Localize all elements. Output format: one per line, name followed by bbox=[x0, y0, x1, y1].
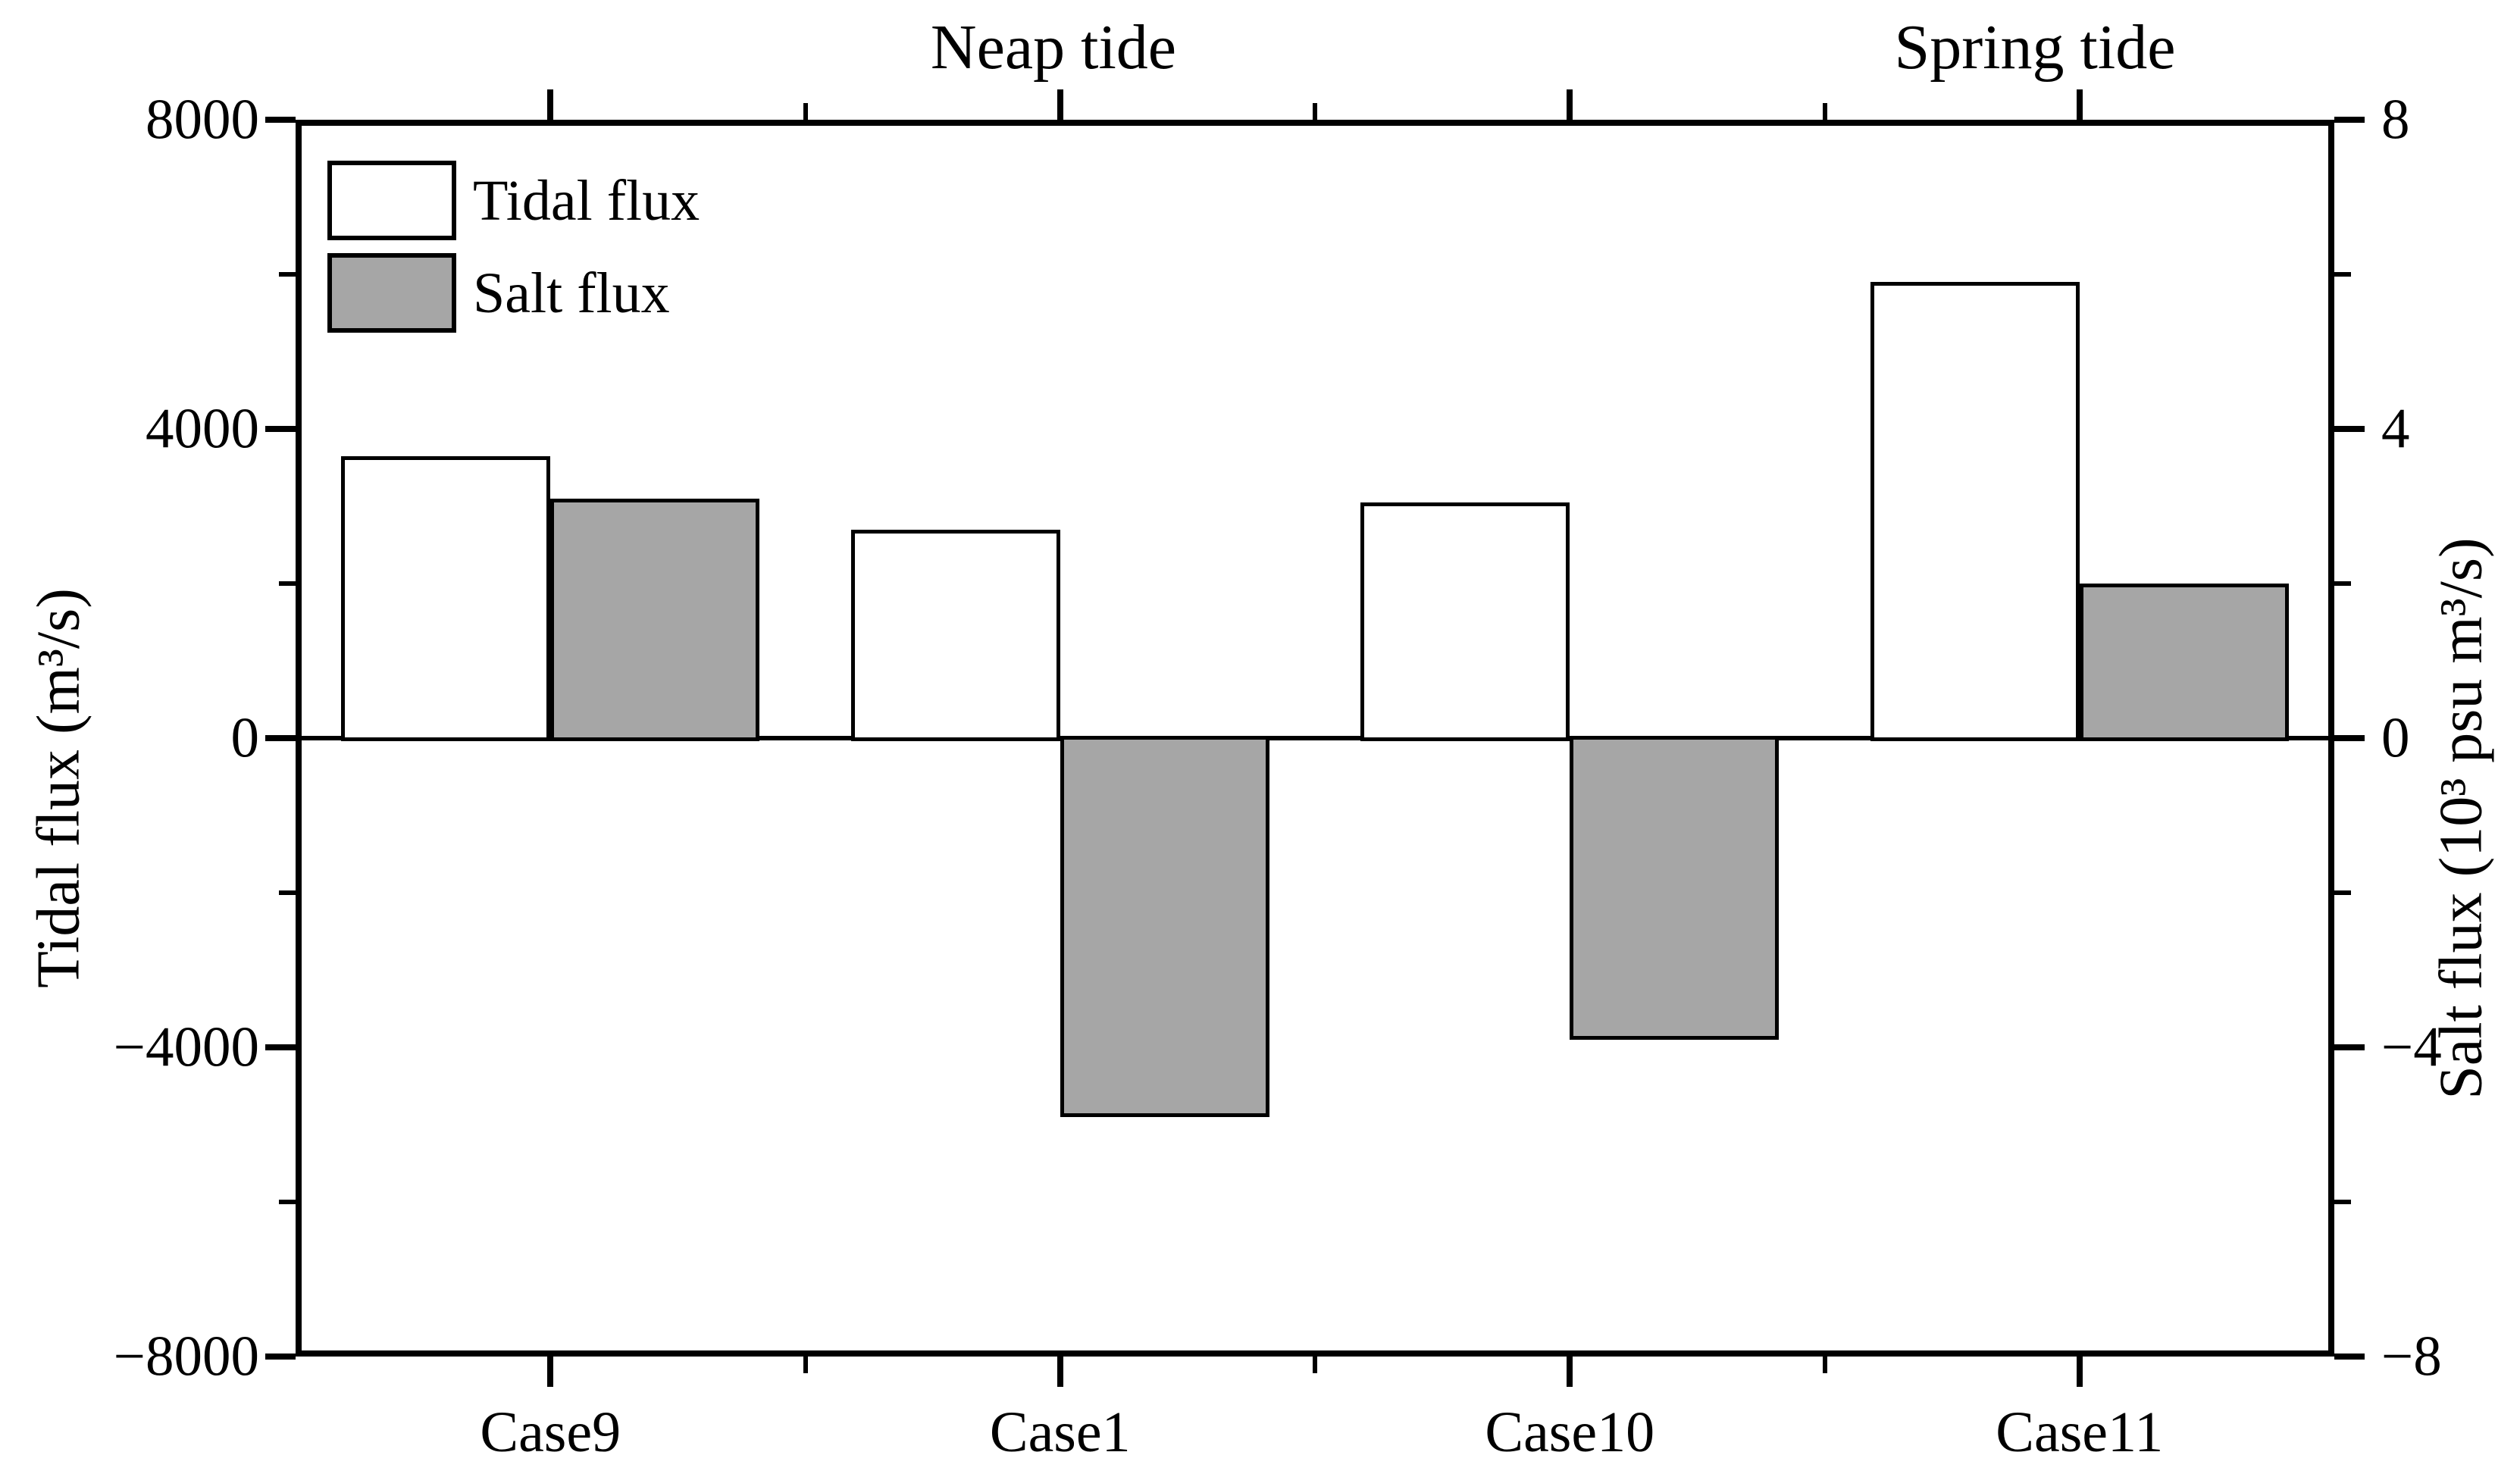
bar-salt-flux-case9 bbox=[550, 498, 760, 741]
bar-tidal-flux-case9 bbox=[341, 455, 551, 741]
left-major-tick bbox=[265, 735, 296, 741]
x-tick-label-case10: Case10 bbox=[1485, 1400, 1655, 1464]
left-major-tick bbox=[265, 1354, 296, 1360]
top-minor-tick bbox=[1313, 103, 1317, 120]
top-major-tick bbox=[1057, 89, 1063, 120]
legend-label-salt-flux: Salt flux bbox=[473, 261, 670, 325]
right-tick-label: 0 bbox=[2381, 706, 2410, 770]
x-tick-label-case11: Case11 bbox=[1996, 1400, 2164, 1464]
bottom-major-tick bbox=[1057, 1357, 1063, 1387]
legend-entry-tidal-flux: Tidal flux bbox=[327, 161, 700, 240]
top-minor-tick bbox=[803, 103, 808, 120]
legend-entry-salt-flux: Salt flux bbox=[327, 253, 670, 333]
x-tick-label-case9: Case9 bbox=[480, 1400, 621, 1464]
left-major-tick bbox=[265, 1044, 296, 1050]
right-tick-label: 4 bbox=[2381, 397, 2410, 461]
right-tick-label: −8 bbox=[2381, 1325, 2442, 1388]
bottom-minor-tick bbox=[803, 1357, 808, 1373]
left-minor-tick bbox=[279, 890, 296, 895]
left-minor-tick bbox=[279, 1200, 296, 1204]
zero-baseline bbox=[299, 736, 2331, 740]
right-major-tick bbox=[2334, 1354, 2365, 1360]
right-minor-tick bbox=[2334, 1200, 2351, 1204]
left-minor-tick bbox=[279, 272, 296, 277]
x-tick-label-case1: Case1 bbox=[989, 1400, 1131, 1464]
left-tick-label: −8000 bbox=[113, 1325, 259, 1388]
bottom-major-tick bbox=[547, 1357, 554, 1387]
bar-salt-flux-case11 bbox=[2079, 584, 2289, 741]
right-minor-tick bbox=[2334, 890, 2351, 895]
left-minor-tick bbox=[279, 581, 296, 586]
right-minor-tick bbox=[2334, 272, 2351, 277]
right-major-tick bbox=[2334, 117, 2365, 123]
top-major-tick bbox=[547, 89, 554, 120]
bottom-major-tick bbox=[2076, 1357, 2083, 1387]
bottom-minor-tick bbox=[1313, 1357, 1317, 1373]
panel-title-spring-tide: Spring tide bbox=[1894, 12, 2176, 83]
left-y-axis-title: Tidal flux (m³/s) bbox=[25, 588, 92, 988]
bar-salt-flux-case1 bbox=[1060, 736, 1269, 1117]
right-major-tick bbox=[2334, 1044, 2365, 1050]
legend-label-tidal-flux: Tidal flux bbox=[473, 168, 700, 233]
right-major-tick bbox=[2334, 426, 2365, 432]
top-minor-tick bbox=[1822, 103, 1827, 120]
right-tick-label: −4 bbox=[2381, 1016, 2442, 1079]
left-major-tick bbox=[265, 426, 296, 432]
left-tick-label: 0 bbox=[230, 706, 260, 770]
left-tick-label: 4000 bbox=[146, 397, 259, 461]
left-tick-label: −4000 bbox=[113, 1016, 259, 1079]
bottom-minor-tick bbox=[1822, 1357, 1827, 1373]
right-tick-label: 8 bbox=[2381, 88, 2410, 152]
tidal-flux-swatch bbox=[327, 161, 456, 240]
bar-salt-flux-case10 bbox=[1570, 736, 1780, 1040]
top-major-tick bbox=[2076, 89, 2083, 120]
bar-tidal-flux-case10 bbox=[1360, 502, 1570, 741]
right-major-tick bbox=[2334, 735, 2365, 741]
bar-tidal-flux-case1 bbox=[850, 529, 1060, 741]
left-major-tick bbox=[265, 117, 296, 123]
right-minor-tick bbox=[2334, 581, 2351, 586]
top-major-tick bbox=[1567, 89, 1573, 120]
salt-flux-swatch bbox=[327, 253, 456, 333]
panel-title-neap-tide: Neap tide bbox=[930, 12, 1177, 83]
bottom-major-tick bbox=[1567, 1357, 1573, 1387]
right-y-axis-title: Salt flux (10³ psu m³/s) bbox=[2428, 537, 2495, 1100]
left-tick-label: 8000 bbox=[146, 88, 259, 152]
bar-tidal-flux-case11 bbox=[1870, 282, 2080, 741]
